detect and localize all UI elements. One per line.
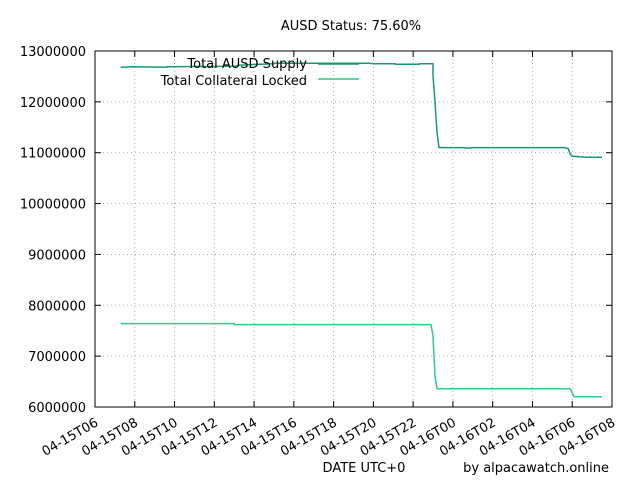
chart-title: AUSD Status: 75.60% [281,19,421,34]
series-line-ausd-supply [120,62,603,159]
y-tick-label: 12000000 [20,96,86,111]
y-tick-label: 6000000 [28,401,86,416]
y-tick-label: 10000000 [20,198,86,213]
legend-label-supply: Total AUSD Supply [186,57,307,72]
grid [95,51,612,407]
legend: Total AUSD Supply Total Collateral Locke… [160,57,359,89]
credit-text: by alpacawatch.online [463,461,609,476]
y-tick-label: 13000000 [20,45,86,60]
legend-label-collateral: Total Collateral Locked [160,74,307,89]
y-tick-label: 7000000 [28,350,86,365]
y-tick-label: 8000000 [28,299,86,314]
series-lines [120,62,603,398]
plot-frame [94,50,613,408]
x-axis-label: DATE UTC+0 [323,461,406,476]
y-tick-label: 11000000 [20,147,86,162]
series-line-collateral-locked [120,322,603,398]
x-axis: 04-15T0604-15T0804-15T1004-15T1204-15T14… [40,51,618,460]
y-axis: 6000000 7000000 8000000 9000000 10000000 1100… [20,45,612,416]
y-tick-label: 9000000 [28,248,86,263]
